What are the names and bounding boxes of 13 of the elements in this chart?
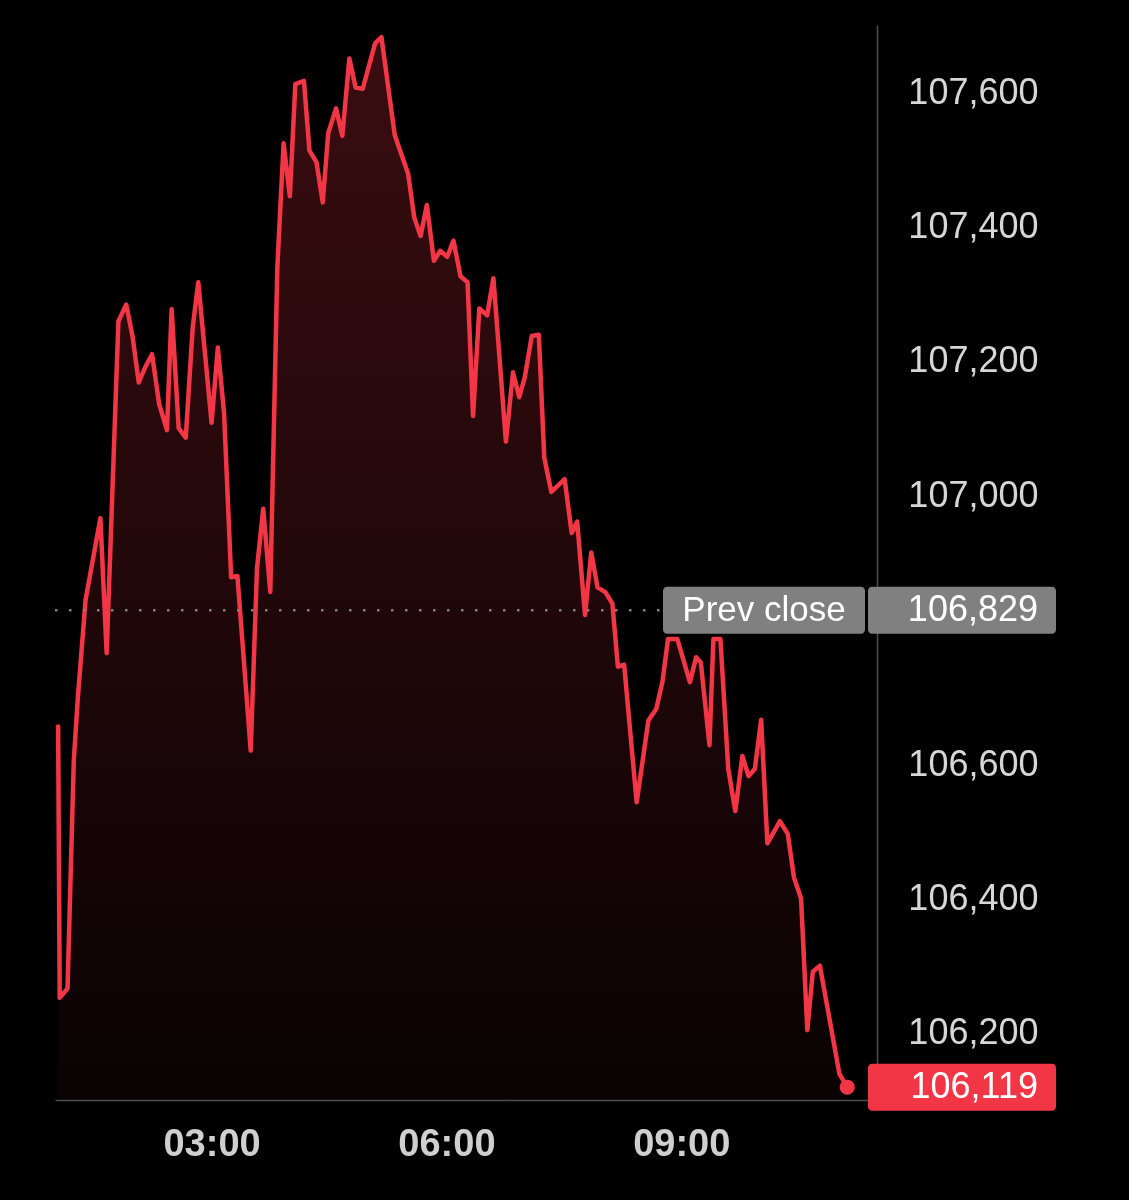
y-tick-label: 107,000 [908,473,1039,515]
ref-line-label: Prev close [682,589,846,629]
x-tick-label: 03:00 [163,1121,261,1164]
data-label: 106,119 [910,1065,1038,1107]
y-tick-label: 106,200 [908,1011,1039,1053]
y-tick-label: 106,600 [908,742,1039,784]
x-tick-label: 06:00 [398,1121,496,1164]
y-tick-label: 107,200 [908,339,1039,381]
y-tick-label: 106,400 [908,876,1039,918]
text: 106,829 [907,588,1038,630]
y-tick-label: 107,400 [908,205,1039,247]
x-tick-label: 09:00 [633,1121,731,1164]
y-tick-label: 107,600 [908,70,1039,112]
